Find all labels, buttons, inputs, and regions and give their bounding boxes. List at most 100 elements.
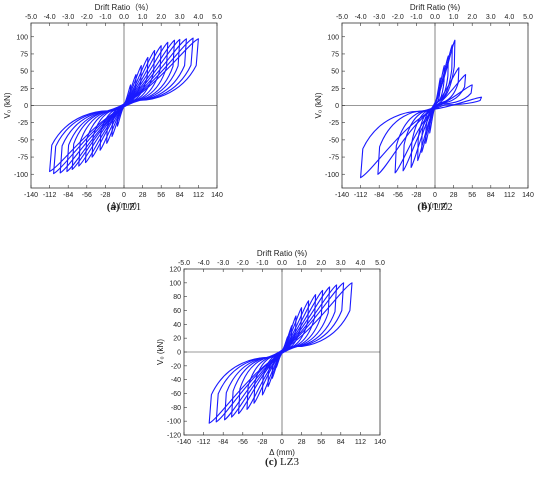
top-axis-title: Drift Ratio（%） xyxy=(95,3,154,12)
top-tick-label: -4.0 xyxy=(44,14,56,21)
panel-caption: (a) LZ1 xyxy=(107,201,142,213)
top-tick-label: -2.0 xyxy=(237,260,249,267)
top-tick-label: 4.0 xyxy=(505,14,515,21)
y-tick-label: 100 xyxy=(16,34,28,41)
y-tick-label: 20 xyxy=(173,336,181,343)
x-tick-label: -28 xyxy=(100,192,110,199)
y-tick-label: -50 xyxy=(18,137,28,144)
y-tick-label: 75 xyxy=(20,51,28,58)
top-tick-label: 5.0 xyxy=(375,260,385,267)
x-tick-label: 84 xyxy=(176,192,184,199)
x-tick-label: 140 xyxy=(374,439,386,446)
top-tick-label: 5.0 xyxy=(523,14,533,21)
top-tick-label: 1.0 xyxy=(297,260,307,267)
x-tick-label: -28 xyxy=(411,192,421,199)
top-tick-label: 0.0 xyxy=(430,14,440,21)
panel-lz2: -140 -112 -84 -56 -28 0 28 56 84 112 140 -5.0 -4.0 -3… xyxy=(314,3,534,213)
x-tick-label: 0 xyxy=(122,192,126,199)
hysteresis-curves xyxy=(360,39,483,179)
y-tick-label: -75 xyxy=(18,155,28,162)
x-tick-label: 56 xyxy=(157,192,165,199)
x-tick-label: 56 xyxy=(468,192,476,199)
x-tick-label: 140 xyxy=(522,192,534,199)
top-tick-label: -2.0 xyxy=(81,14,93,21)
hysteresis-curves xyxy=(208,282,353,424)
y-tick-label: -120 xyxy=(167,433,181,440)
top-tick-label: -3.0 xyxy=(62,14,74,21)
top-tick-label: -1.0 xyxy=(256,260,268,267)
y-tick-label: 25 xyxy=(20,86,28,93)
top-tick-label: 4.0 xyxy=(194,14,204,21)
caption-letter: (c) xyxy=(265,456,278,468)
y-tick-label: 0 xyxy=(177,350,181,357)
top-tick-label: 1.0 xyxy=(138,14,148,21)
x-tick-label: -112 xyxy=(43,192,57,199)
y-tick-label: 60 xyxy=(173,308,181,315)
top-tick-label: -3.0 xyxy=(373,14,385,21)
x-tick-label: -28 xyxy=(257,439,267,446)
top-tick-label: 1.0 xyxy=(449,14,459,21)
top-tick-label: 0.0 xyxy=(119,14,129,21)
caption-label: LZ2 xyxy=(431,201,453,213)
x-tick-label: 0 xyxy=(433,192,437,199)
y-tick-label: -100 xyxy=(167,419,181,426)
y-axis-title: V₀ (kN) xyxy=(314,92,323,118)
x-tick-label: -56 xyxy=(82,192,92,199)
top-tick-label: -3.0 xyxy=(217,260,229,267)
hysteresis-loop xyxy=(377,84,473,175)
x-tick-label: 56 xyxy=(317,439,325,446)
panel-lz1: -140 -112 -84 -56 -28 0 28 56 84 112 140 -5.0 -4.0 -3… xyxy=(3,3,223,213)
top-tick-label: -4.0 xyxy=(355,14,367,21)
x-tick-label: -112 xyxy=(197,439,211,446)
x-tick-label: 28 xyxy=(139,192,147,199)
x-tick-label: -56 xyxy=(238,439,248,446)
x-tick-label: -84 xyxy=(374,192,384,199)
top-tick-label: -5.0 xyxy=(336,14,348,21)
top-tick-label: 2.0 xyxy=(156,14,166,21)
y-tick-label: 0 xyxy=(335,103,339,110)
x-tick-label: 112 xyxy=(355,439,366,446)
y-axis-title: V₀ (kN) xyxy=(156,339,165,365)
x-tick-label: 84 xyxy=(487,192,495,199)
x-tick-label: 112 xyxy=(504,192,515,199)
y-tick-label: -75 xyxy=(329,155,339,162)
top-tick-label: -4.0 xyxy=(198,260,210,267)
top-tick-label: 0.0 xyxy=(277,260,287,267)
top-tick-label: 2.0 xyxy=(316,260,326,267)
y-tick-label: 100 xyxy=(327,34,339,41)
x-tick-label: -140 xyxy=(24,192,38,199)
x-axis-title: Δ (mm) xyxy=(111,201,137,210)
x-axis-title: Δ (mm) xyxy=(269,448,295,457)
x-tick-label: 28 xyxy=(450,192,458,199)
x-tick-label: -112 xyxy=(354,192,368,199)
top-tick-label: 3.0 xyxy=(175,14,185,21)
y-tick-label: -25 xyxy=(329,120,339,127)
y-tick-label: 75 xyxy=(331,51,339,58)
caption-letter: (a) xyxy=(107,201,120,213)
hysteresis-loop xyxy=(208,282,353,424)
top-tick-label: 2.0 xyxy=(467,14,477,21)
y-tick-label: -20 xyxy=(171,363,181,370)
top-tick-label: 5.0 xyxy=(212,14,222,21)
y-tick-label: 100 xyxy=(169,280,181,287)
panel-caption: (b) LZ2 xyxy=(417,201,452,213)
y-tick-label: -50 xyxy=(329,137,339,144)
y-tick-label: -100 xyxy=(325,172,339,179)
hysteresis-curves xyxy=(49,37,199,175)
top-axis-title: Drift Ratio (%) xyxy=(410,3,461,12)
y-tick-label: 50 xyxy=(20,69,28,76)
caption-label: LZ3 xyxy=(277,456,299,468)
y-tick-label: 50 xyxy=(331,69,339,76)
x-tick-label: -56 xyxy=(393,192,403,199)
top-axis-title: Drift Ratio (%) xyxy=(257,249,308,258)
x-tick-label: 112 xyxy=(193,192,204,199)
y-tick-label: -60 xyxy=(171,391,181,398)
x-tick-label: 140 xyxy=(211,192,223,199)
x-tick-label: -140 xyxy=(335,192,349,199)
caption-letter: (b) xyxy=(417,201,431,213)
y-tick-label: -40 xyxy=(171,377,181,384)
x-tick-label: -84 xyxy=(63,192,73,199)
x-axis-title: Δ (mm) xyxy=(422,201,448,210)
y-tick-label: 120 xyxy=(169,267,181,274)
